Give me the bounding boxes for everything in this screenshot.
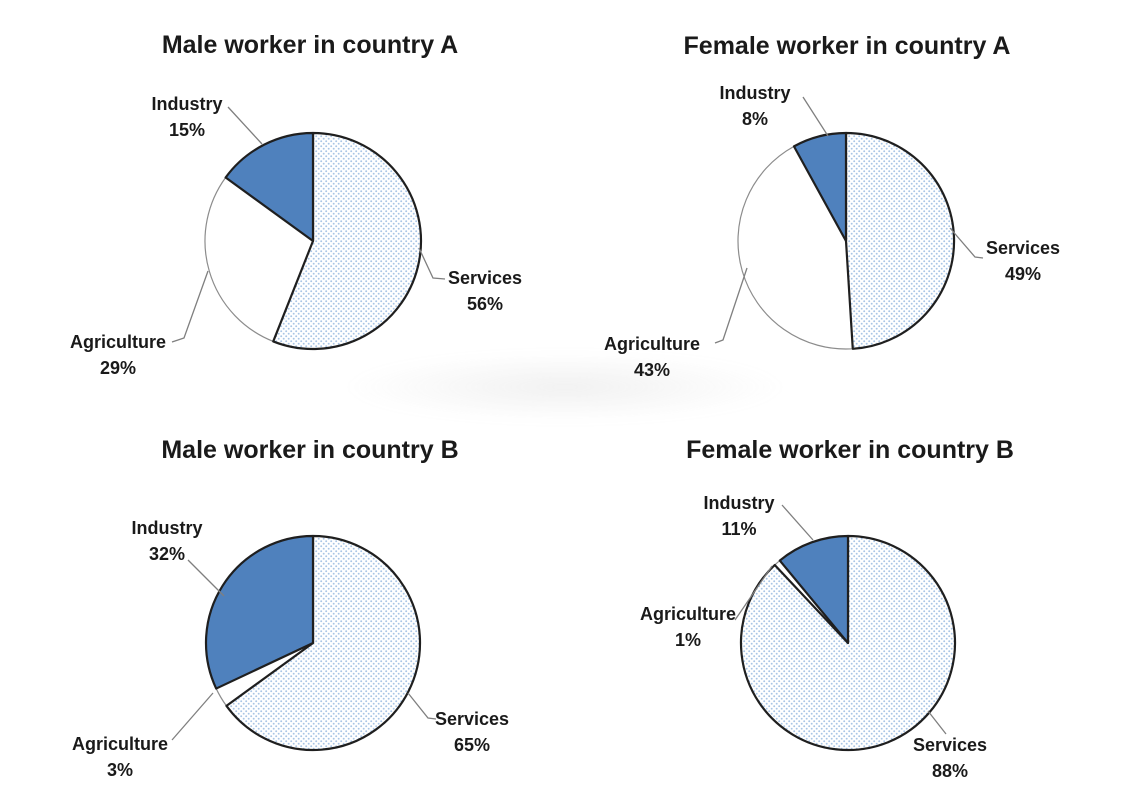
callout-category: Industry <box>151 94 223 114</box>
callout-percent: 88% <box>931 761 969 781</box>
chart-female-country-a: Female worker in country A Industry 8% S… <box>563 0 1126 400</box>
callout-category: Industry <box>131 518 203 538</box>
pie-svg <box>171 106 446 351</box>
callout-agriculture: Agriculture 43% <box>604 331 700 383</box>
callout-percent: 65% <box>453 735 491 755</box>
callout-services: Services 88% <box>913 732 987 784</box>
callout-category: Services <box>912 735 988 755</box>
pie-svg <box>171 534 437 752</box>
callout-industry: Industry 15% <box>151 91 222 143</box>
callout-category: Services <box>434 709 510 729</box>
leader-line-services <box>407 692 437 720</box>
callout-industry: Industry 11% <box>703 490 774 542</box>
callout-category: Agriculture <box>71 734 169 754</box>
callout-agriculture: Agriculture 3% <box>72 731 168 783</box>
callout-percent: 56% <box>466 294 504 314</box>
leader-line-services <box>927 710 947 735</box>
callout-services: Services 49% <box>986 235 1060 287</box>
chart-male-country-a: Male worker in country A Industry 15% Se… <box>0 0 563 400</box>
callout-percent: 15% <box>168 120 206 140</box>
callout-industry: Industry 32% <box>131 515 202 567</box>
callout-percent: 49% <box>1004 264 1042 284</box>
pie-slice-industry <box>792 131 848 243</box>
callout-industry: Industry 8% <box>719 80 790 132</box>
callout-category: Agriculture <box>639 604 737 624</box>
chart-title: Male worker in country B <box>161 436 459 464</box>
leader-line-industry <box>781 504 814 541</box>
leader-line-agriculture <box>171 692 214 741</box>
pie-slice-industry <box>204 534 315 690</box>
pie-svg <box>734 504 957 752</box>
callout-category: Industry <box>719 83 791 103</box>
chart-title: Male worker in country A <box>161 31 459 59</box>
pie-slice-industry <box>224 131 315 243</box>
pie-slice-agriculture <box>737 145 854 350</box>
leader-line-industry <box>227 106 263 145</box>
callout-category: Services <box>447 268 523 288</box>
callout-percent: 29% <box>99 358 137 378</box>
chart-female-country-b: Female worker in country B Industry 11% … <box>563 400 1126 800</box>
callout-agriculture: Agriculture 1% <box>640 601 736 653</box>
callout-percent: 1% <box>674 630 702 650</box>
leader-line-industry <box>802 96 829 137</box>
callout-percent: 3% <box>106 760 134 780</box>
pie-slice-industry <box>778 534 850 645</box>
chart-title: Female worker in country A <box>683 32 1011 60</box>
leader-line-services <box>418 247 446 280</box>
callout-percent: 43% <box>633 360 671 380</box>
leader-line-agriculture <box>734 565 773 621</box>
chart-title: Female worker in country B <box>686 436 1014 464</box>
callout-percent: 11% <box>721 519 757 539</box>
pie-slice-services <box>272 131 423 351</box>
pie-svg <box>714 96 984 350</box>
callout-category: Services <box>985 238 1061 258</box>
callout-category: Agriculture <box>69 332 167 352</box>
leader-line-services <box>949 227 984 259</box>
callout-category: Agriculture <box>603 334 701 354</box>
chart-male-country-b: Male worker in country B Industry 32% Se… <box>0 400 563 800</box>
leader-line-industry <box>187 559 225 597</box>
leader-line-agriculture <box>171 270 209 343</box>
callout-category: Industry <box>703 493 775 513</box>
callout-services: Services 65% <box>435 706 509 758</box>
pie-slice-services <box>844 131 956 350</box>
callout-percent: 32% <box>148 544 186 564</box>
callout-percent: 8% <box>741 109 769 129</box>
callout-services: Services 56% <box>448 265 522 317</box>
leader-line-agriculture <box>714 267 748 344</box>
callout-agriculture: Agriculture 29% <box>70 329 166 381</box>
pie-slice-services <box>225 534 422 752</box>
pie-slice-agriculture <box>204 176 314 343</box>
